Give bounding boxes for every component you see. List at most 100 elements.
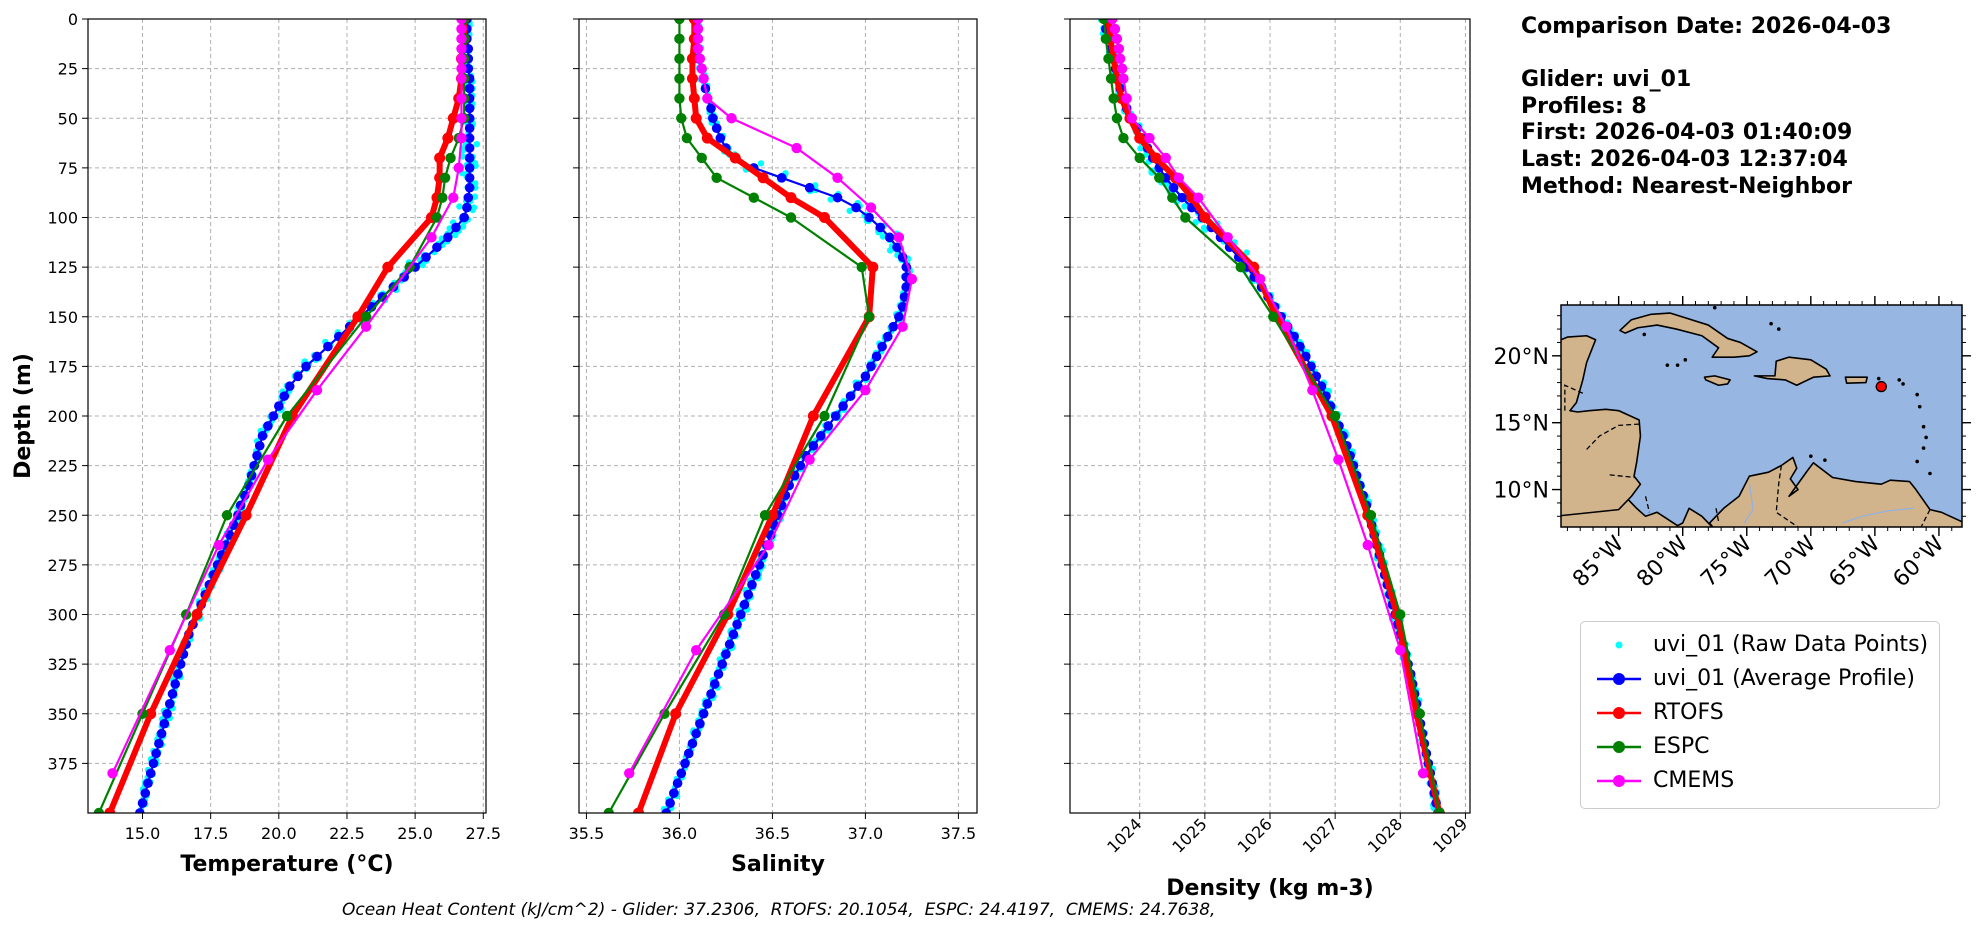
marker-uvi_01 xyxy=(257,431,268,441)
marker-uvi_01 xyxy=(687,738,698,749)
legend-label: uvi_01 (Raw Data Points) xyxy=(1653,632,1929,657)
marker-cmems xyxy=(692,19,704,25)
marker-espc xyxy=(1329,410,1341,422)
map-lat-label: 10°N xyxy=(1494,479,1549,504)
marker-espc xyxy=(674,53,685,64)
marker-cmems xyxy=(1111,33,1123,45)
marker-uvi_01 xyxy=(832,192,843,203)
x-tick-label: 36.0 xyxy=(662,824,698,843)
marker-uvi_01 xyxy=(293,371,303,382)
marker-uvi_01 xyxy=(464,173,475,183)
marker-cmems xyxy=(1395,645,1406,656)
island-dot xyxy=(1876,376,1881,381)
marker-cmems xyxy=(791,142,802,154)
marker-cmems xyxy=(1121,93,1132,104)
marker-uvi_01 xyxy=(691,728,701,739)
marker-cmems xyxy=(456,93,467,104)
marker-espc xyxy=(863,311,875,322)
method: Method: Nearest-Neighbor xyxy=(1521,173,1852,199)
marker-uvi_01 xyxy=(145,768,156,779)
marker-rtofs xyxy=(867,261,879,273)
marker-uvi_01 xyxy=(162,708,172,719)
marker-rtofs xyxy=(1134,132,1146,144)
raw-point xyxy=(456,203,463,210)
marker-uvi_01 xyxy=(875,222,886,233)
marker-uvi_01 xyxy=(254,440,265,451)
marker-uvi_01 xyxy=(717,659,728,669)
marker-uvi_01 xyxy=(823,421,834,431)
marker-rtofs xyxy=(145,708,157,720)
marker-cmems xyxy=(696,63,707,74)
marker-uvi_01 xyxy=(864,212,874,223)
marker-espc xyxy=(281,410,293,422)
marker-cmems xyxy=(1113,43,1125,54)
legend-swatch-dot xyxy=(1615,641,1623,649)
marker-espc xyxy=(1118,132,1129,144)
x-tick-label: 37.0 xyxy=(848,824,884,843)
x-tick-label: 17.5 xyxy=(193,824,229,843)
marker-uvi_01 xyxy=(750,570,761,580)
marker-cmems xyxy=(893,232,905,243)
marker-uvi_01 xyxy=(871,351,882,362)
map-lon-label: 60°W xyxy=(1889,531,1950,592)
marker-espc xyxy=(696,152,707,164)
marker-rtofs xyxy=(686,53,698,65)
marker-cmems xyxy=(897,321,908,332)
marker-cmems xyxy=(1281,321,1292,332)
marker-cmems xyxy=(832,172,843,183)
marker-rtofs xyxy=(633,807,645,813)
marker-espc xyxy=(1395,609,1406,620)
marker-cmems xyxy=(702,93,713,104)
marker-uvi_01 xyxy=(736,609,746,620)
legend-item: CMEMS xyxy=(1581,766,1939,796)
raw-point xyxy=(419,261,426,269)
marker-espc xyxy=(439,172,451,183)
x-tick-label: 27.5 xyxy=(465,824,501,843)
legend-swatch xyxy=(1597,775,1641,787)
x-tick-label: 20.0 xyxy=(261,824,297,843)
marker-espc xyxy=(1414,708,1426,719)
marker-cmems xyxy=(456,73,467,84)
marker-uvi_01 xyxy=(901,282,912,292)
marker-uvi_01 xyxy=(464,123,475,133)
marker-uvi_01 xyxy=(877,341,887,352)
y-tick-label: 175 xyxy=(47,357,78,376)
y-tick-label: 125 xyxy=(47,258,78,277)
raw-point xyxy=(846,207,853,215)
marker-uvi_01 xyxy=(464,182,475,193)
marker-uvi_01 xyxy=(860,371,871,382)
marker-rtofs xyxy=(686,73,698,85)
marker-espc xyxy=(437,192,448,203)
marker-uvi_01 xyxy=(154,738,164,749)
x-tick-label: 1024 xyxy=(1103,814,1145,856)
marker-uvi_01 xyxy=(284,381,295,392)
map-border xyxy=(1775,465,1799,527)
marker-uvi_01 xyxy=(739,599,750,610)
map-border xyxy=(1644,496,1651,513)
marker-uvi_01 xyxy=(732,619,742,630)
raw-point xyxy=(757,160,765,167)
glider-location-marker xyxy=(1875,380,1887,393)
legend-label: ESPC xyxy=(1653,734,1710,759)
marker-espc xyxy=(819,410,830,422)
marker-uvi_01 xyxy=(421,252,431,262)
marker-cmems xyxy=(692,33,704,45)
marker-uvi_01 xyxy=(143,778,153,789)
marker-uvi_01 xyxy=(464,133,475,143)
marker-uvi_01 xyxy=(888,321,899,332)
marker-uvi_01 xyxy=(853,381,863,392)
marker-uvi_01 xyxy=(463,192,474,203)
land-jamaica xyxy=(1703,375,1731,387)
marker-uvi_01 xyxy=(459,212,469,223)
marker-uvi_01 xyxy=(830,411,841,421)
marker-uvi_01 xyxy=(808,440,819,451)
map-land xyxy=(1561,305,1962,527)
marker-cmems xyxy=(1173,172,1184,183)
map-lat-label: 20°N xyxy=(1494,345,1549,370)
legend: uvi_01 (Raw Data Points) uvi_01 (Average … xyxy=(1580,621,1940,809)
y-tick-label: 25 xyxy=(58,60,78,79)
marker-espc xyxy=(676,113,687,124)
land-hispaniola xyxy=(1753,356,1831,387)
x-axis-label: Density (kg m-3) xyxy=(1166,876,1374,901)
